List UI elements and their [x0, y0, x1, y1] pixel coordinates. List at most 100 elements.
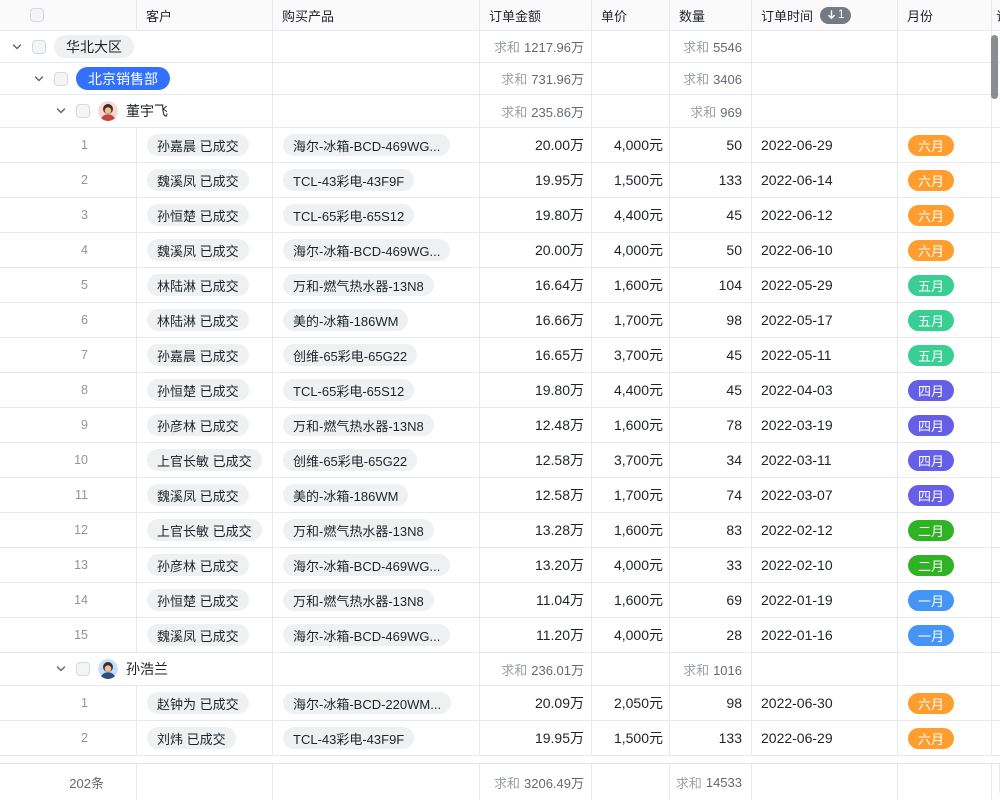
qty-cell[interactable]: 69 — [670, 583, 752, 617]
column-header-price[interactable]: 单价 — [592, 0, 670, 30]
month-cell[interactable]: 六月 — [898, 198, 992, 232]
month-cell[interactable]: 一月 — [898, 618, 992, 652]
date-cell[interactable]: 2022-01-16 — [752, 618, 898, 652]
customer-cell[interactable]: 上官长敏 已成交 — [137, 513, 273, 547]
price-cell[interactable]: 1,600元 — [592, 268, 670, 302]
amount-cell[interactable]: 19.95万 — [480, 163, 592, 197]
month-cell[interactable]: 四月 — [898, 408, 992, 442]
customer-cell[interactable]: 赵钟为 已成交 — [137, 686, 273, 720]
qty-cell[interactable]: 83 — [670, 513, 752, 547]
price-cell[interactable]: 1,600元 — [592, 513, 670, 547]
row-index-cell[interactable]: 1 — [0, 128, 137, 162]
amount-cell[interactable]: 13.28万 — [480, 513, 592, 547]
product-cell[interactable]: TCL-65彩电-65S12 — [273, 198, 480, 232]
date-cell[interactable]: 2022-06-30 — [752, 686, 898, 720]
amount-cell[interactable]: 20.09万 — [480, 686, 592, 720]
row-index-cell[interactable]: 14 — [0, 583, 137, 617]
date-cell[interactable]: 2022-06-29 — [752, 128, 898, 162]
month-cell[interactable]: 六月 — [898, 128, 992, 162]
date-cell[interactable]: 2022-06-10 — [752, 233, 898, 267]
group-collapse-toggle[interactable] — [54, 662, 68, 676]
select-all-checkbox[interactable] — [30, 8, 44, 22]
amount-cell[interactable]: 19.80万 — [480, 198, 592, 232]
product-cell[interactable]: 海尔-冰箱-BCD-469WG... — [273, 618, 480, 652]
customer-cell[interactable]: 魏溪凤 已成交 — [137, 478, 273, 512]
product-cell[interactable]: TCL-43彩电-43F9F — [273, 721, 480, 755]
price-cell[interactable]: 1,600元 — [592, 408, 670, 442]
date-cell[interactable]: 2022-02-10 — [752, 548, 898, 582]
month-cell[interactable]: 六月 — [898, 163, 992, 197]
group-amount-sum-cell[interactable]: 求和 1217.96万 — [480, 31, 592, 62]
customer-cell[interactable]: 孙彦林 已成交 — [137, 408, 273, 442]
price-cell[interactable]: 4,000元 — [592, 128, 670, 162]
customer-cell[interactable]: 孙恒楚 已成交 — [137, 373, 273, 407]
group-label-pill[interactable]: 华北大区 — [54, 35, 134, 58]
price-cell[interactable]: 4,000元 — [592, 233, 670, 267]
qty-cell[interactable]: 98 — [670, 686, 752, 720]
month-cell[interactable]: 四月 — [898, 478, 992, 512]
amount-cell[interactable]: 12.58万 — [480, 443, 592, 477]
product-cell[interactable]: 创维-65彩电-65G22 — [273, 338, 480, 372]
date-cell[interactable]: 2022-02-12 — [752, 513, 898, 547]
price-cell[interactable]: 4,400元 — [592, 198, 670, 232]
date-cell[interactable]: 2022-01-19 — [752, 583, 898, 617]
row-index-cell[interactable]: 7 — [0, 338, 137, 372]
price-cell[interactable]: 1,500元 — [592, 163, 670, 197]
date-cell[interactable]: 2022-04-03 — [752, 373, 898, 407]
month-cell[interactable]: 四月 — [898, 373, 992, 407]
qty-cell[interactable]: 45 — [670, 198, 752, 232]
product-cell[interactable]: 万和-燃气热水器-13N8 — [273, 513, 480, 547]
product-cell[interactable]: 海尔-冰箱-BCD-220WM... — [273, 686, 480, 720]
customer-cell[interactable]: 林陆淋 已成交 — [137, 303, 273, 337]
amount-cell[interactable]: 12.48万 — [480, 408, 592, 442]
row-index-cell[interactable]: 10 — [0, 443, 137, 477]
product-cell[interactable]: 美的-冰箱-186WM — [273, 303, 480, 337]
row-index-cell[interactable]: 9 — [0, 408, 137, 442]
qty-cell[interactable]: 78 — [670, 408, 752, 442]
qty-cell[interactable]: 45 — [670, 373, 752, 407]
qty-cell[interactable]: 98 — [670, 303, 752, 337]
product-cell[interactable]: 万和-燃气热水器-13N8 — [273, 583, 480, 617]
row-index-cell[interactable]: 12 — [0, 513, 137, 547]
group-qty-sum-cell[interactable]: 求和 3406 — [670, 63, 752, 94]
date-cell[interactable]: 2022-06-14 — [752, 163, 898, 197]
amount-cell[interactable]: 16.66万 — [480, 303, 592, 337]
date-cell[interactable]: 2022-03-11 — [752, 443, 898, 477]
customer-cell[interactable]: 刘炜 已成交 — [137, 721, 273, 755]
amount-cell[interactable]: 16.64万 — [480, 268, 592, 302]
month-cell[interactable]: 六月 — [898, 721, 992, 755]
column-header-amount[interactable]: 订单金额 — [480, 0, 592, 30]
amount-cell[interactable]: 13.20万 — [480, 548, 592, 582]
row-index-cell[interactable]: 4 — [0, 233, 137, 267]
month-cell[interactable]: 一月 — [898, 583, 992, 617]
amount-cell[interactable]: 19.95万 — [480, 721, 592, 755]
qty-cell[interactable]: 50 — [670, 233, 752, 267]
group-amount-sum-cell[interactable]: 求和 236.01万 — [480, 653, 592, 685]
row-index-cell[interactable]: 2 — [0, 163, 137, 197]
price-cell[interactable]: 4,000元 — [592, 618, 670, 652]
group-qty-sum-cell[interactable]: 求和 969 — [670, 95, 752, 127]
qty-cell[interactable]: 50 — [670, 128, 752, 162]
price-cell[interactable]: 1,500元 — [592, 721, 670, 755]
qty-cell[interactable]: 28 — [670, 618, 752, 652]
row-index-cell[interactable]: 8 — [0, 373, 137, 407]
customer-cell[interactable]: 孙恒楚 已成交 — [137, 583, 273, 617]
month-cell[interactable]: 四月 — [898, 443, 992, 477]
row-index-cell[interactable]: 6 — [0, 303, 137, 337]
column-header-partial[interactable]: 订 — [992, 0, 1000, 30]
date-cell[interactable]: 2022-06-29 — [752, 721, 898, 755]
group-collapse-toggle[interactable] — [54, 104, 68, 118]
column-header-product[interactable]: 购买产品 — [273, 0, 480, 30]
footer-qty-sum-cell[interactable]: 求和 14533 — [670, 764, 752, 800]
month-cell[interactable]: 五月 — [898, 303, 992, 337]
group-qty-sum-cell[interactable]: 求和 5546 — [670, 31, 752, 62]
customer-cell[interactable]: 孙彦林 已成交 — [137, 548, 273, 582]
price-cell[interactable]: 1,700元 — [592, 478, 670, 512]
product-cell[interactable]: 海尔-冰箱-BCD-469WG... — [273, 233, 480, 267]
qty-cell[interactable]: 45 — [670, 338, 752, 372]
product-cell[interactable]: 创维-65彩电-65G22 — [273, 443, 480, 477]
qty-cell[interactable]: 133 — [670, 163, 752, 197]
group-checkbox[interactable] — [54, 71, 68, 86]
column-header-date[interactable]: 订单时间 1 — [752, 0, 898, 30]
group-collapse-toggle[interactable] — [32, 72, 46, 86]
